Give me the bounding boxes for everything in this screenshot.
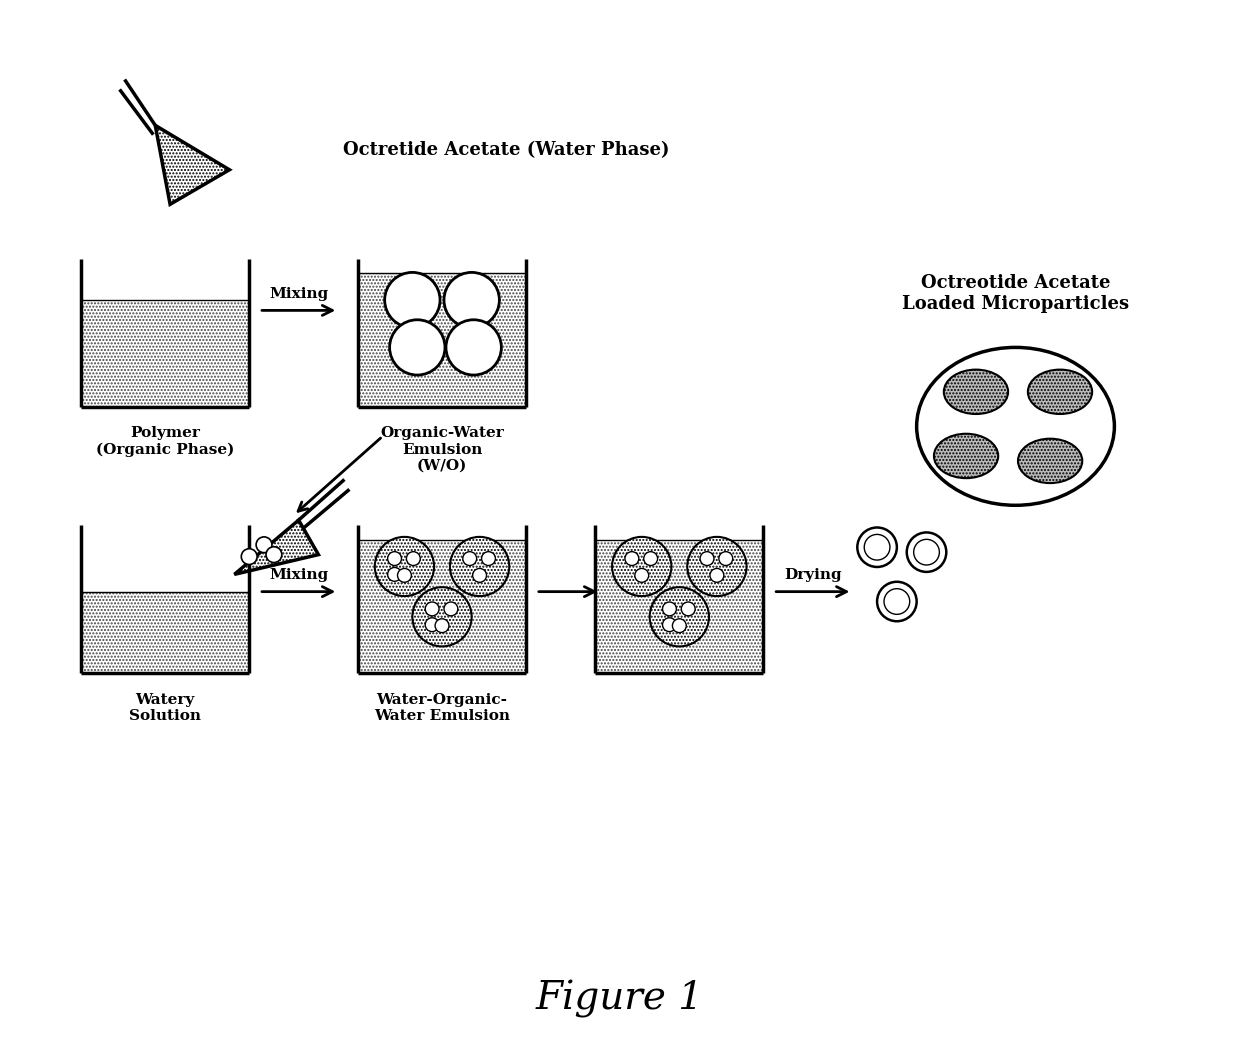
Circle shape [672,619,686,633]
Circle shape [687,537,746,596]
Polygon shape [155,126,229,205]
Bar [81,592,249,673]
Circle shape [267,546,281,562]
Polygon shape [234,520,319,574]
Bar [81,300,249,406]
Circle shape [257,537,272,553]
Circle shape [407,552,420,565]
Text: Polymer
(Organic Phase): Polymer (Organic Phase) [95,426,234,457]
Circle shape [681,602,696,616]
Circle shape [857,528,897,567]
Bar [358,273,526,406]
Text: Mixing: Mixing [269,568,329,581]
Bar [358,540,526,673]
Circle shape [711,569,724,582]
Circle shape [413,588,471,647]
Circle shape [444,272,500,328]
Circle shape [463,552,476,565]
Bar [595,540,764,673]
Text: Water-Organic-
Water Emulsion: Water-Organic- Water Emulsion [374,693,510,723]
Circle shape [644,552,657,565]
Circle shape [446,320,501,375]
Circle shape [662,602,676,616]
Circle shape [435,619,449,633]
Ellipse shape [944,369,1008,414]
Ellipse shape [1028,369,1092,414]
Circle shape [425,618,439,632]
Circle shape [650,588,709,647]
Text: Mixing: Mixing [269,287,329,301]
Text: Organic-Water
Emulsion
(W/O): Organic-Water Emulsion (W/O) [381,426,503,473]
Ellipse shape [1018,439,1083,483]
Circle shape [425,602,439,616]
Ellipse shape [934,434,998,478]
Circle shape [906,533,946,572]
Circle shape [719,552,733,565]
Circle shape [481,552,496,565]
Text: Drying: Drying [784,568,842,581]
Circle shape [914,539,940,565]
Circle shape [884,589,910,614]
Circle shape [388,568,402,581]
Circle shape [242,549,257,564]
Circle shape [625,552,639,565]
Circle shape [877,581,916,621]
Circle shape [613,537,671,596]
Ellipse shape [916,347,1115,505]
Text: Octretide Acetate (Water Phase): Octretide Acetate (Water Phase) [343,141,670,159]
Circle shape [864,535,890,560]
Text: Octreotide Acetate
Loaded Microparticles: Octreotide Acetate Loaded Microparticles [901,274,1130,313]
Circle shape [389,320,445,375]
Circle shape [444,602,458,616]
Circle shape [384,272,440,328]
Circle shape [472,569,486,582]
Circle shape [635,569,649,582]
Circle shape [398,569,412,582]
Circle shape [662,618,676,632]
Text: Figure 1: Figure 1 [536,980,704,1018]
Circle shape [450,537,510,596]
Text: Watery
Solution: Watery Solution [129,693,201,723]
Circle shape [374,537,434,596]
Circle shape [701,552,714,565]
Circle shape [388,552,402,565]
